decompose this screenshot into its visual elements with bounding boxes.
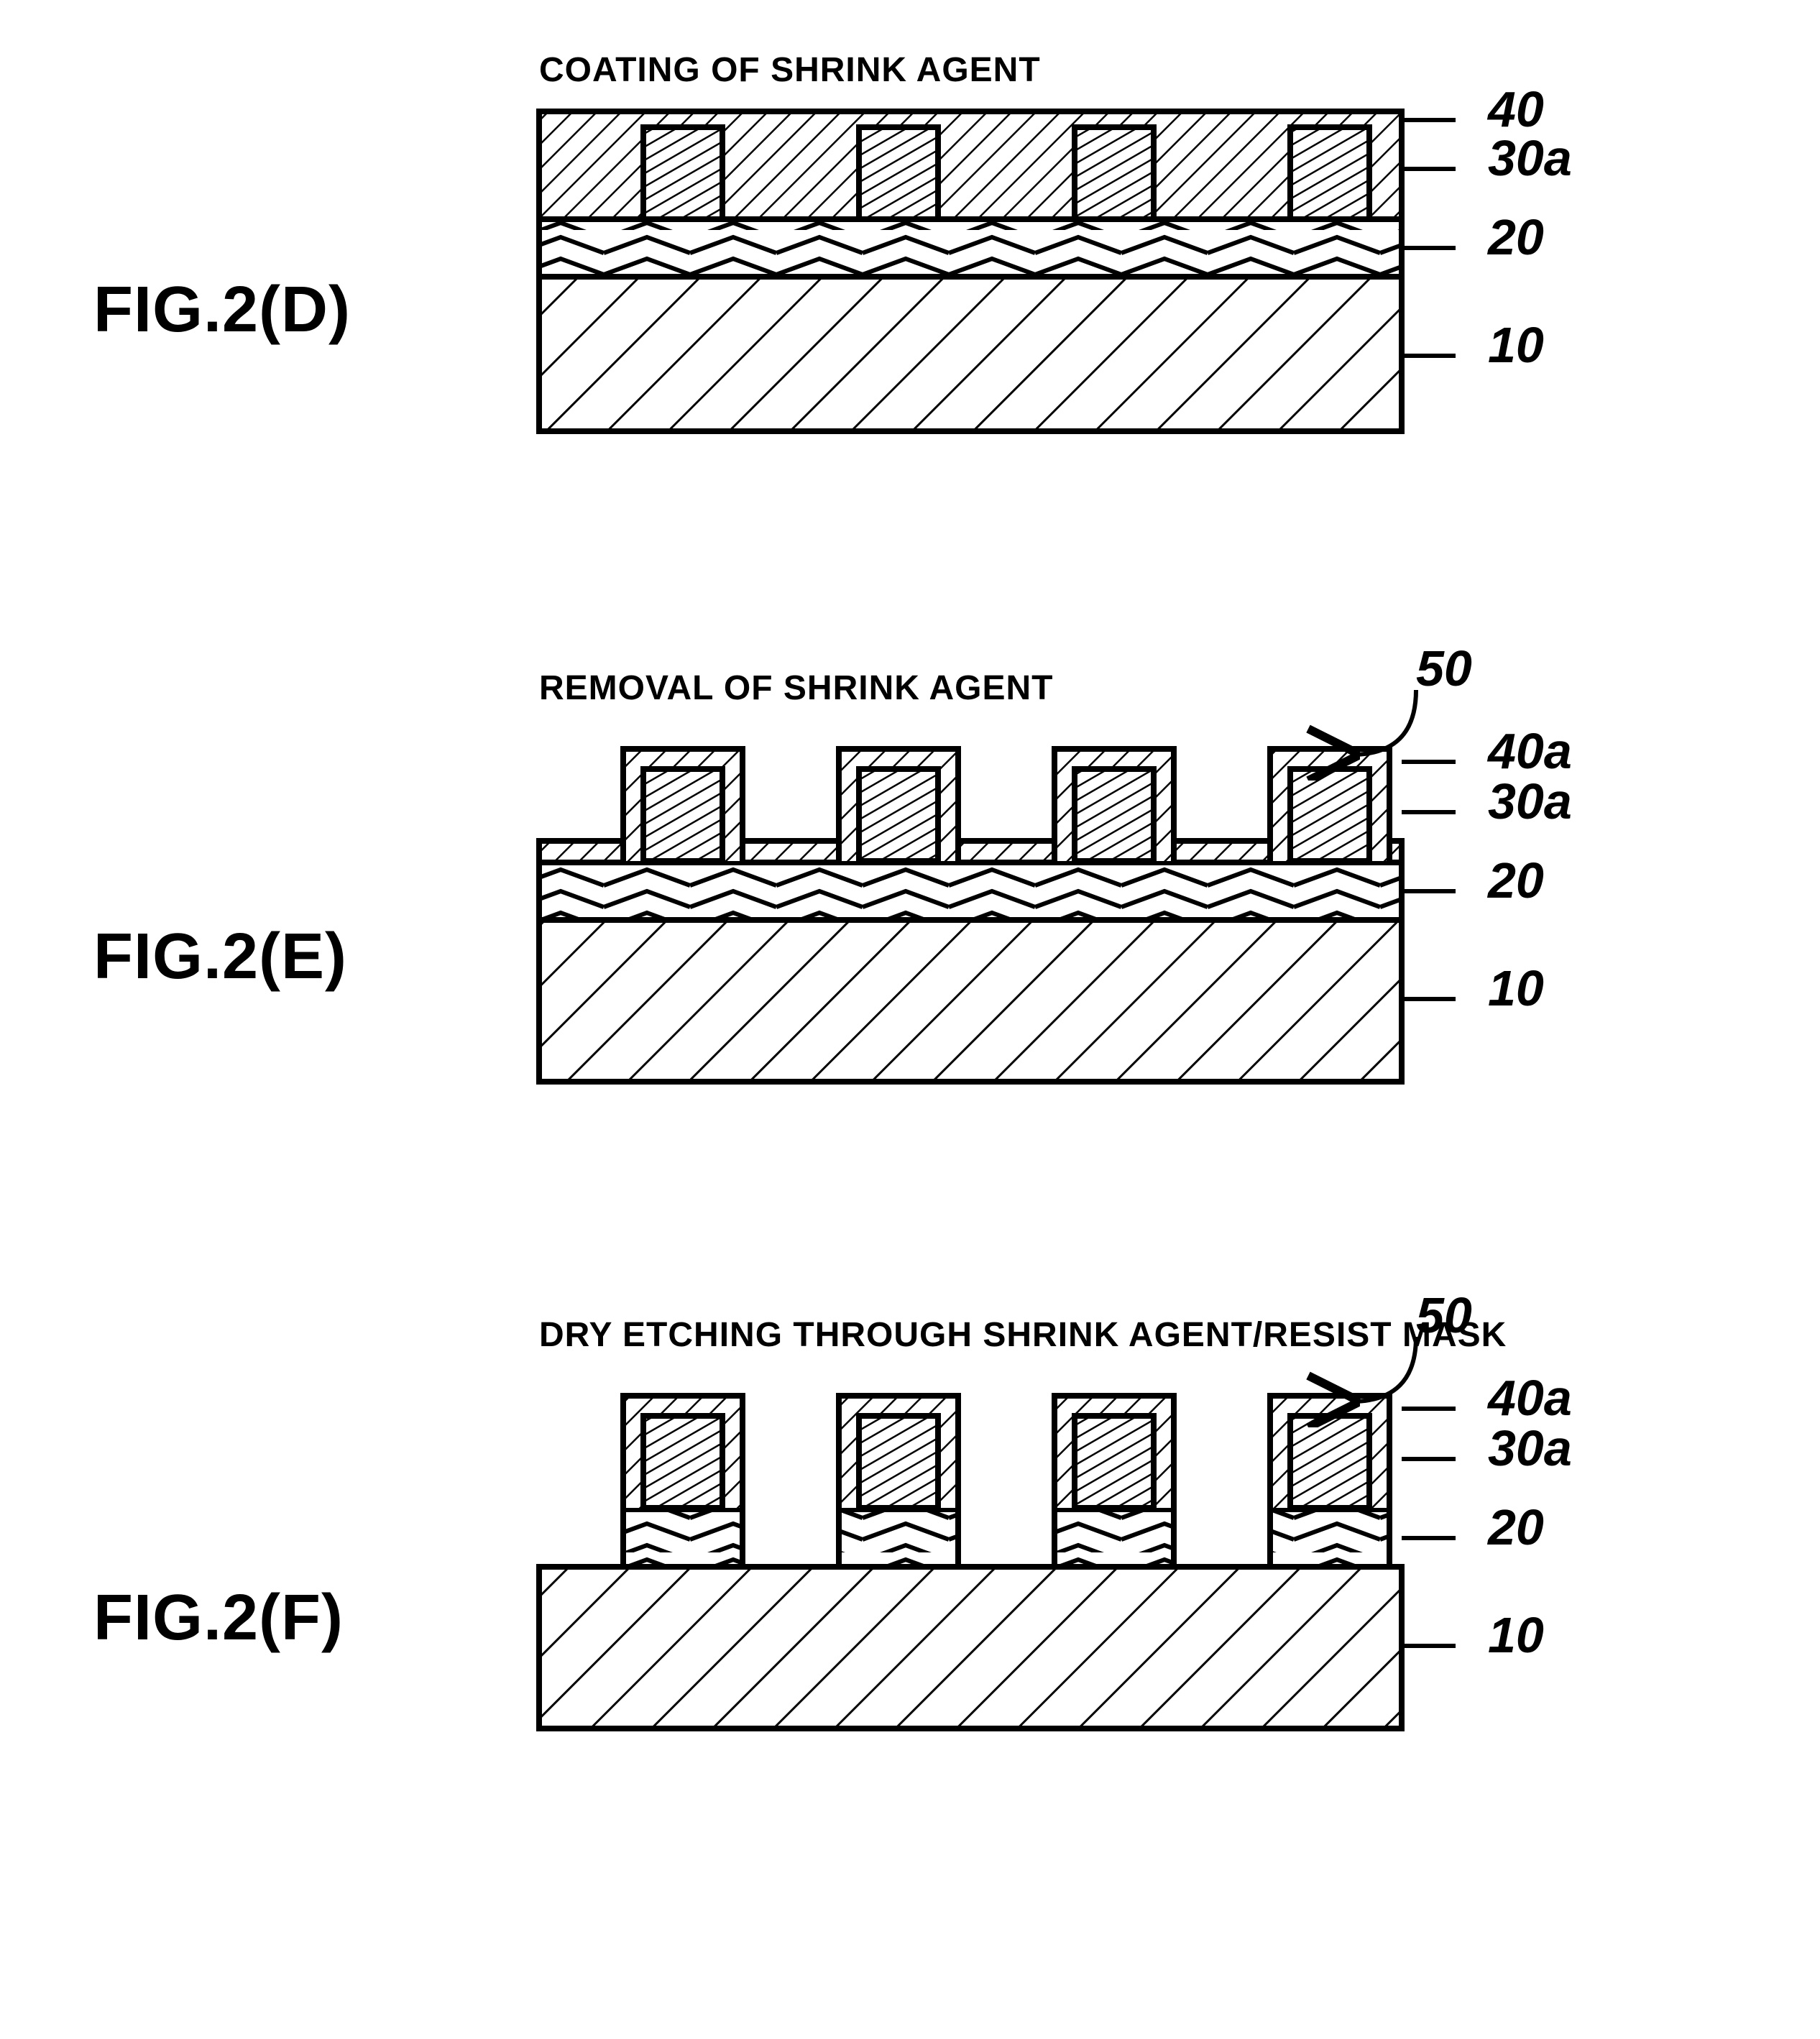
step-title-d: COATING OF SHRINK AGENT xyxy=(539,50,1041,90)
callout-d-20: 20 xyxy=(1488,208,1544,266)
callout-f-20: 20 xyxy=(1488,1499,1544,1556)
step-title-e: REMOVAL OF SHRINK AGENT xyxy=(539,668,1053,708)
callout-f-40a: 40a xyxy=(1488,1369,1572,1427)
callout-f-30a: 30a xyxy=(1488,1419,1572,1477)
step-title-f: DRY ETCHING THROUGH SHRINK AGENT/RESIST … xyxy=(539,1315,1507,1355)
callout-e-20: 20 xyxy=(1488,852,1544,909)
figure-label-d: FIG.2(D) xyxy=(93,273,351,347)
callout-f-10: 10 xyxy=(1488,1606,1544,1664)
figure-label-f: FIG.2(F) xyxy=(93,1581,344,1655)
callout-e-50: 50 xyxy=(1416,640,1472,697)
figure-label-e: FIG.2(E) xyxy=(93,920,347,994)
callout-f-50: 50 xyxy=(1416,1287,1472,1344)
callout-d-10: 10 xyxy=(1488,316,1544,374)
callout-e-30a: 30a xyxy=(1488,773,1572,830)
callout-d-30a: 30a xyxy=(1488,129,1572,187)
callout-e-40a: 40a xyxy=(1488,722,1572,780)
callout-e-10: 10 xyxy=(1488,959,1544,1017)
